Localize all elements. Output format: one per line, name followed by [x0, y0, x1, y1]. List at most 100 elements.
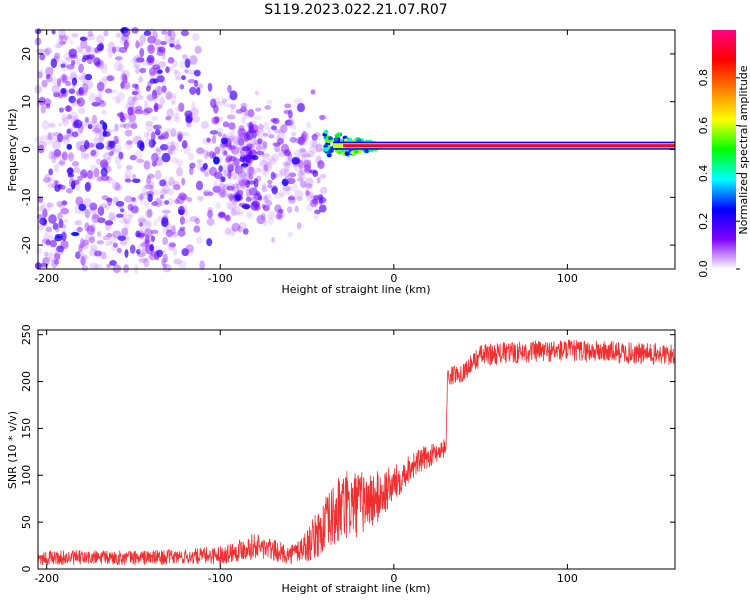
spectrum-blob — [48, 214, 57, 224]
spectrum-blob — [203, 149, 209, 160]
spectrum-blob — [118, 151, 124, 160]
y-tick-label: 10 — [20, 95, 33, 109]
spectrum-blob — [254, 90, 260, 96]
spectrum-blob — [178, 260, 187, 269]
y-tick-label: 20 — [20, 47, 33, 61]
spectrum-blob — [61, 34, 68, 45]
spectrum-blob — [124, 220, 129, 230]
spectrum-blob — [56, 39, 63, 48]
spectrum-blob — [282, 161, 292, 167]
spectrum-blob — [112, 196, 119, 205]
spectrum-blob — [283, 161, 291, 172]
spectrum-blob — [264, 105, 272, 110]
spectrum-blob — [48, 168, 54, 176]
spectrum-blob — [152, 245, 160, 251]
spectrum-blob — [284, 149, 291, 157]
spectrum-blob — [111, 89, 118, 94]
spectrum-blob — [225, 214, 231, 222]
spectrum-blob — [157, 61, 167, 68]
spectrum-blob — [227, 84, 232, 94]
spectrum-blob — [318, 114, 328, 120]
spectrum-blob — [78, 210, 86, 215]
spectrum-blob — [179, 60, 187, 69]
spectrum-blob — [200, 121, 209, 130]
spectrum-blob — [145, 121, 153, 127]
spectrum-blob — [171, 157, 179, 164]
spectrogram-signal — [333, 141, 675, 150]
spectrum-blob — [93, 167, 100, 178]
spectrum-blob — [319, 114, 326, 121]
spectrum-blob — [38, 219, 45, 225]
spectrum-blob — [75, 251, 81, 259]
spectrum-blob — [124, 169, 132, 179]
x-tick-label: -100 — [208, 272, 233, 285]
spectrum-blob — [230, 122, 236, 131]
spectrum-blob — [144, 234, 150, 244]
spectrum-blob — [228, 227, 236, 237]
spectrum-blob — [42, 177, 52, 183]
spectrum-blob — [165, 229, 173, 238]
spectrum-blob — [60, 207, 70, 215]
spectrum-blob — [144, 120, 154, 131]
spectrum-blob — [54, 259, 60, 265]
spectrum-blob — [146, 208, 153, 218]
spectrum-blob — [164, 33, 170, 44]
spectrum-blob — [137, 42, 143, 47]
spectrum-blob — [171, 95, 177, 105]
spectrum-blob — [127, 106, 134, 116]
spectrum-blob — [324, 147, 330, 152]
spectrum-blob — [86, 120, 94, 125]
spectrum-blob — [133, 63, 141, 69]
spectrum-blob — [131, 83, 139, 88]
y-tick-label: 50 — [20, 515, 33, 529]
spectrum-blob — [240, 163, 249, 168]
spectrum-blob — [303, 159, 312, 168]
spectrum-blob — [152, 124, 162, 130]
spectrum-blob — [282, 185, 292, 192]
spectrum-blob — [255, 167, 262, 173]
spectrum-blob — [91, 127, 101, 133]
spectrum-blob — [306, 121, 312, 129]
spectrum-blob — [162, 236, 169, 246]
spectrum-blob — [114, 61, 123, 72]
spectrum-blob — [60, 87, 67, 94]
spectrum-blob — [207, 82, 213, 92]
spectrum-blob — [136, 57, 145, 63]
snr-x-ticks: -200 -100 0 100 — [34, 330, 578, 585]
spectrum-blob — [229, 90, 238, 101]
spectrum-blob — [151, 115, 159, 121]
spectrum-blob — [278, 208, 284, 214]
spectrum-blob — [94, 250, 102, 257]
spectrum-blob — [86, 54, 96, 60]
snr-panel: -200 -100 0 100 0 50 100 150 200 250 Height of s… — [6, 324, 676, 595]
spectrum-blob — [70, 59, 76, 66]
spectrum-blob — [174, 106, 182, 112]
spectrum-blob — [149, 243, 154, 252]
spectrum-blob — [313, 214, 319, 220]
spectrum-blob — [102, 122, 108, 131]
spectrum-blob — [170, 100, 176, 106]
spectrum-blob — [38, 96, 46, 106]
spectrum-blob — [207, 206, 213, 214]
spectrum-blob — [253, 178, 259, 188]
spectrum-blob — [131, 90, 139, 96]
spectrum-blob — [79, 36, 88, 42]
spectrum-blob — [178, 193, 187, 199]
spectrum-blob — [114, 46, 123, 52]
spectrum-blob — [51, 258, 58, 269]
spectrum-blob — [181, 140, 188, 149]
spectrum-blob — [231, 205, 241, 216]
spectrum-blob — [162, 185, 170, 194]
spectrum-blob — [90, 164, 99, 174]
spectrum-blob — [87, 169, 94, 180]
spectrum-blob — [87, 235, 96, 240]
spectrum-blob — [179, 84, 185, 90]
spectrum-blob — [83, 140, 90, 150]
spectrum-blob — [67, 152, 74, 162]
spectrum-blob — [235, 135, 245, 146]
spectrum-blob — [88, 92, 96, 103]
spectrum-blob — [143, 131, 150, 139]
spectrum-blob — [46, 73, 51, 80]
spectrum-blob — [139, 197, 144, 205]
spectrum-blob — [54, 184, 61, 192]
